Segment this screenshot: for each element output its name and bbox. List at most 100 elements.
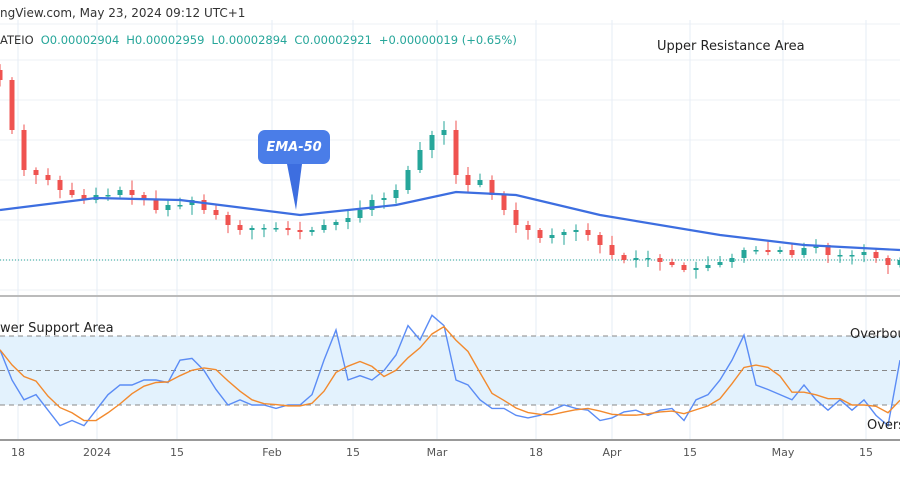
candle-body — [345, 218, 351, 222]
candle-body — [141, 195, 147, 200]
low-value: L0.00002894 — [211, 33, 288, 47]
x-tick-label: 15 — [683, 446, 697, 459]
candle-body — [21, 130, 27, 170]
candle-body — [585, 230, 591, 235]
candle-body — [741, 250, 747, 258]
x-tick-label: 15 — [170, 446, 184, 459]
candle-body — [753, 250, 759, 252]
ema-50-line — [0, 190, 900, 252]
candle-body — [645, 258, 651, 260]
candle-body — [669, 262, 675, 265]
candle-body — [9, 80, 15, 130]
oversold-label: Overs — [867, 418, 900, 433]
candle-body — [153, 200, 159, 210]
candle-body — [825, 245, 831, 255]
candle-body — [681, 265, 687, 270]
candle-body — [129, 190, 135, 195]
candle-body — [465, 175, 471, 185]
candle-body — [393, 190, 399, 198]
candle-body — [309, 230, 315, 232]
candle-body — [489, 180, 495, 195]
candle-body — [693, 268, 699, 270]
candle-body — [57, 180, 63, 190]
candle-body — [441, 130, 447, 135]
candle-body — [621, 255, 627, 260]
candle-body — [201, 200, 207, 210]
candle-body — [105, 195, 111, 197]
candle-body — [429, 135, 435, 150]
change-value: +0.00000019 (+0.65%) — [378, 33, 517, 47]
candle-body — [549, 235, 555, 238]
candle-body — [321, 225, 327, 230]
candle-body — [525, 225, 531, 230]
candle-body — [369, 200, 375, 210]
candle-body — [69, 190, 75, 195]
candle-body — [33, 170, 39, 175]
candle-body — [657, 258, 663, 262]
candle-body — [873, 252, 879, 258]
candle-body — [357, 210, 363, 218]
ema-50-callout: EMA-50 — [258, 130, 330, 164]
candle-body — [297, 230, 303, 232]
candle-body — [405, 170, 411, 190]
candle-body — [597, 235, 603, 245]
candle-body — [45, 175, 51, 180]
x-tick-label: 2024 — [83, 446, 111, 459]
close-value: C0.00002921 — [294, 33, 372, 47]
ema-callout-pointer — [287, 164, 302, 210]
candle-body — [285, 228, 291, 230]
candle-body — [885, 258, 891, 265]
x-tick-label: 18 — [11, 446, 25, 459]
candle-body — [801, 248, 807, 255]
candle-body — [861, 252, 867, 255]
candle-body — [117, 190, 123, 195]
candle-body — [273, 228, 279, 230]
rsi-line — [0, 314, 900, 428]
candle-body — [765, 250, 771, 252]
candle-body — [213, 210, 219, 215]
candle-body — [333, 222, 339, 225]
x-tick-label: Feb — [262, 446, 282, 459]
candle-body — [225, 215, 231, 225]
overbought-label: Overbough — [850, 327, 900, 342]
upper-resistance-label: Upper Resistance Area — [657, 39, 805, 54]
x-tick-label: May — [771, 446, 795, 459]
candle-body — [849, 255, 855, 257]
open-value: O0.00002904 — [40, 33, 120, 47]
candle-body — [249, 228, 255, 230]
candle-body — [573, 230, 579, 232]
lower-support-label: wer Support Area — [0, 321, 114, 336]
candle-body — [717, 262, 723, 265]
candle-body — [0, 70, 3, 80]
x-tick-label: 15 — [346, 446, 360, 459]
candle-body — [513, 210, 519, 225]
rsi-ma-line — [0, 325, 900, 422]
candle-body — [561, 232, 567, 235]
x-tick-label: Mar — [426, 446, 448, 459]
candle-body — [81, 195, 87, 200]
candle-body — [165, 205, 171, 210]
candle-body — [417, 150, 423, 170]
candle-body — [381, 198, 387, 200]
candle-body — [537, 230, 543, 238]
candle-body — [837, 255, 843, 257]
candle-body — [777, 250, 783, 252]
candle-body — [453, 130, 459, 175]
candle-body — [609, 245, 615, 255]
ohlc-legend: ATEIO O0.00002904 H0.00002959 L0.00002894 C0… — [0, 33, 524, 47]
candle-body — [177, 205, 183, 207]
candle-body — [261, 228, 267, 230]
candle-body — [633, 258, 639, 260]
candle-body — [237, 225, 243, 230]
candle-body — [705, 265, 711, 268]
x-tick-label: 15 — [859, 446, 873, 459]
candle-body — [501, 195, 507, 210]
x-tick-label: Apr — [602, 446, 622, 459]
high-value: H0.00002959 — [126, 33, 205, 47]
candle-body — [789, 250, 795, 255]
candle-body — [477, 180, 483, 185]
chart-source-header: ngView.com, May 23, 2024 09:12 UTC+1 — [0, 6, 246, 20]
candle-body — [897, 260, 900, 265]
